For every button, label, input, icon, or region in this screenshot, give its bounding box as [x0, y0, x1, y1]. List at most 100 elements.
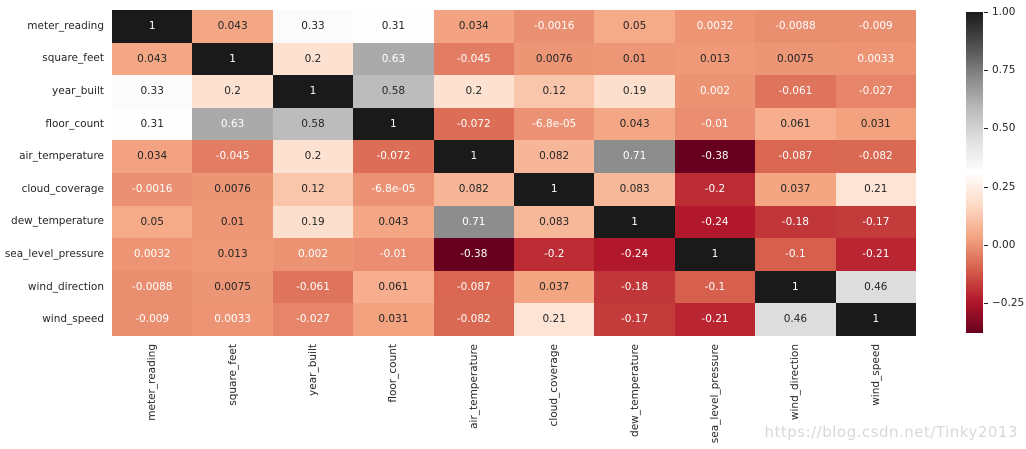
row-label: floor_count [45, 117, 104, 130]
column-label-slot: dew_temperature [594, 344, 674, 446]
heatmap-cell: 0.33 [272, 10, 354, 43]
colorbar-tick-label: −0.25 [992, 297, 1025, 310]
heatmap-cell: 0.19 [272, 205, 354, 239]
heatmap-cell: -6.8e-05 [353, 172, 434, 206]
heatmap-cell: 1 [353, 107, 434, 141]
heatmap-cell: 0.013 [674, 42, 756, 76]
heatmap-cell: 0.082 [433, 172, 514, 206]
column-label: year_built [306, 344, 319, 396]
colorbar-tick-mark [984, 244, 988, 246]
heatmap-cell: 1 [433, 140, 514, 173]
heatmap-cell: 0.2 [192, 75, 273, 108]
heatmap-cell: 0.21 [835, 172, 916, 206]
column-label-slot: cloud_coverage [514, 344, 594, 446]
heatmap-cell: -0.0088 [755, 10, 836, 43]
heatmap-cell: 0.71 [594, 140, 675, 173]
heatmap-cell: 1 [112, 10, 193, 43]
y-axis-labels: meter_reading square_feet year_built floor_… [0, 10, 104, 336]
heatmap-cell: -0.0016 [112, 172, 193, 206]
column-label: square_feet [226, 344, 239, 406]
heatmap-cell: 0.2 [433, 75, 514, 108]
heatmap-cell: -0.027 [272, 303, 354, 336]
heatmap-cell: 0.0032 [674, 10, 756, 43]
heatmap-cell: 0.031 [835, 107, 916, 141]
heatmap-cell: -0.24 [674, 205, 756, 239]
heatmap-cell: 1 [594, 205, 675, 239]
heatmap-cell: 0.05 [594, 10, 675, 43]
heatmap-cell: -0.072 [353, 140, 434, 173]
heatmap-cell: 0.0076 [514, 42, 595, 76]
heatmap-cell: -0.045 [433, 42, 514, 76]
heatmap-cell: 0.0033 [835, 42, 916, 76]
heatmap-cell: 0.31 [112, 107, 193, 141]
heatmap-cell: 1 [514, 172, 595, 206]
heatmap-cell: 0.034 [433, 10, 514, 43]
heatmap-cell: -0.2 [514, 238, 595, 271]
heatmap-cell: -0.17 [835, 205, 916, 239]
heatmap-cell: -0.045 [192, 140, 273, 173]
column-label: wind_direction [789, 344, 802, 421]
heatmap-cell: 0.043 [594, 107, 675, 141]
heatmap-cell: 0.12 [272, 172, 354, 206]
colorbar-tick-mark [984, 128, 988, 130]
column-label-slot: sea_level_pressure [675, 344, 755, 446]
heatmap-cell: 0.037 [514, 270, 595, 304]
heatmap-cell: -0.21 [674, 303, 756, 336]
heatmap-cell: 0.082 [514, 140, 595, 173]
heatmap-cell: 0.0032 [112, 238, 193, 271]
heatmap-cell: 0.2 [272, 42, 354, 76]
heatmap-cell: -0.009 [835, 10, 916, 43]
row-label: wind_speed [42, 313, 104, 326]
colorbar-tick-label: 0.25 [992, 180, 1016, 193]
colorbar-tick-mark [984, 69, 988, 71]
row-label: cloud_coverage [21, 182, 104, 195]
column-label: meter_reading [146, 344, 159, 421]
heatmap-cell: 0.0033 [192, 303, 273, 336]
heatmap-cell: -6.8e-05 [514, 107, 595, 141]
column-label-slot: square_feet [192, 344, 272, 446]
heatmap-cell: -0.17 [594, 303, 675, 336]
heatmap-cell: -0.38 [433, 238, 514, 271]
heatmap-cell: -0.01 [674, 107, 756, 141]
heatmap-cell: 0.46 [835, 270, 916, 304]
row-label: meter_reading [27, 19, 104, 32]
heatmap-cell: -0.087 [433, 270, 514, 304]
column-label-slot: meter_reading [112, 344, 192, 446]
colorbar-tick-mark [984, 303, 988, 305]
heatmap-cell: -0.061 [755, 75, 836, 108]
heatmap-cell: -0.18 [755, 205, 836, 239]
heatmap-cell: -0.0016 [514, 10, 595, 43]
heatmap-cell: 0.083 [594, 172, 675, 206]
row-label: square_feet [42, 52, 104, 65]
row-label: air_temperature [19, 150, 104, 163]
heatmap-cell: 0.013 [192, 238, 273, 271]
watermark-text: https://blog.csdn.net/Tinky2013 [764, 423, 1018, 441]
heatmap-cell: 1 [835, 303, 916, 336]
heatmap-cell: -0.0088 [112, 270, 193, 304]
heatmap-cell: 0.31 [353, 10, 434, 43]
heatmap-cell: 0.043 [353, 205, 434, 239]
heatmap-cell: 0.061 [353, 270, 434, 304]
heatmap-cell: 0.061 [755, 107, 836, 141]
colorbar-tick-label: 0.00 [992, 238, 1016, 251]
heatmap-cell: -0.38 [674, 140, 756, 173]
colorbar-tick-mark [984, 11, 988, 13]
colorbar-tick-label: 1.00 [992, 5, 1016, 18]
row-label: wind_direction [27, 280, 104, 293]
heatmap-cell: 0.034 [112, 140, 193, 173]
heatmap-cell: -0.2 [674, 172, 756, 206]
heatmap-cell: 1 [674, 238, 756, 271]
heatmap-cell: -0.061 [272, 270, 354, 304]
heatmap-cell: 0.037 [755, 172, 836, 206]
heatmap-cell: 0.21 [514, 303, 595, 336]
colorbar-tick-label: 0.75 [992, 63, 1016, 76]
heatmap-cell: -0.082 [835, 140, 916, 173]
heatmap-cell: 0.043 [192, 10, 273, 43]
row-label: dew_temperature [11, 215, 104, 228]
heatmap-cell: -0.1 [674, 270, 756, 304]
colorbar [966, 12, 983, 333]
column-label-slot: air_temperature [434, 344, 514, 446]
heatmap-cell: -0.01 [353, 238, 434, 271]
heatmap-cell: 0.33 [112, 75, 193, 108]
heatmap-cell: -0.1 [755, 238, 836, 271]
